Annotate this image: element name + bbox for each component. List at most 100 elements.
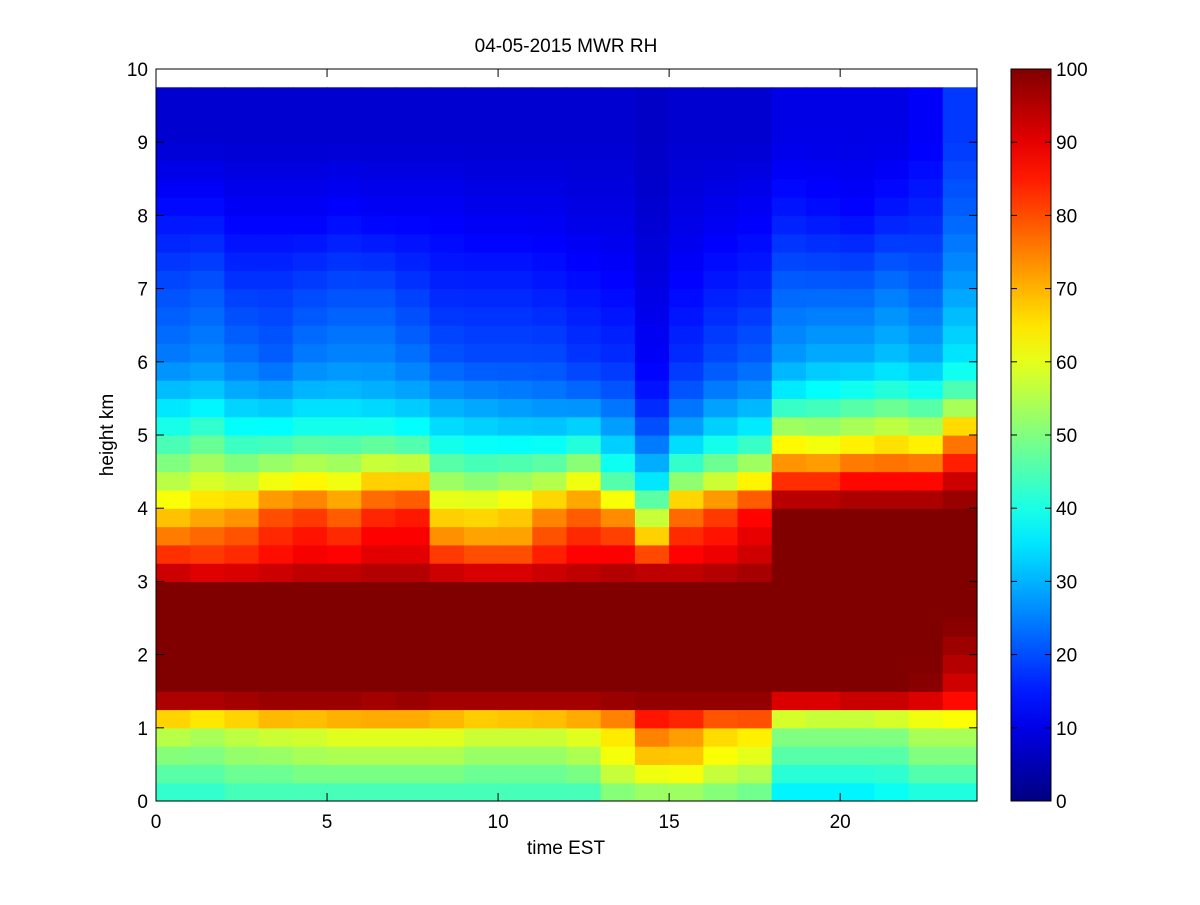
heatmap-cell	[361, 764, 397, 784]
heatmap-cell	[703, 709, 739, 729]
heatmap-cell	[669, 142, 704, 162]
heatmap-cell	[224, 599, 260, 619]
heatmap-cell	[498, 746, 533, 765]
heatmap-cell	[703, 691, 739, 711]
heatmap-cell	[395, 343, 431, 363]
heatmap-cell	[669, 453, 704, 473]
heatmap-cell	[532, 691, 568, 711]
heatmap-cell	[600, 416, 636, 436]
heatmap-cell	[498, 526, 533, 546]
heatmap-cell	[429, 471, 465, 491]
heatmap-cell	[771, 544, 807, 564]
heatmap-cell	[566, 508, 602, 528]
heatmap-cell	[669, 636, 704, 656]
heatmap-cell	[156, 691, 191, 711]
heatmap-cell	[703, 215, 739, 235]
heatmap-cell	[771, 178, 807, 198]
heatmap-cell	[463, 782, 499, 802]
heatmap-cell	[395, 215, 431, 235]
heatmap-cell	[532, 306, 568, 326]
heatmap-cell	[224, 325, 260, 345]
heatmap-cell	[634, 782, 670, 802]
heatmap-cell	[874, 215, 910, 235]
heatmap-cell	[908, 599, 944, 619]
heatmap-cell	[566, 435, 602, 454]
heatmap-cell	[908, 581, 944, 601]
heatmap-cell	[463, 691, 499, 711]
heatmap-cell	[805, 416, 841, 436]
heatmap-cell	[942, 215, 978, 235]
heatmap-cell	[840, 123, 875, 143]
heatmap-cell	[532, 526, 568, 546]
heatmap-cell	[669, 123, 704, 143]
heatmap-cell	[566, 123, 602, 143]
heatmap-cell	[258, 544, 294, 564]
heatmap-cell	[190, 746, 226, 765]
heatmap-cell	[190, 508, 226, 528]
heatmap-cell	[737, 306, 773, 326]
heatmap-cell	[942, 416, 978, 436]
heatmap-cell	[361, 416, 397, 436]
heatmap-cell	[463, 618, 499, 637]
heatmap-cell	[771, 361, 807, 381]
heatmap-cell	[771, 727, 807, 747]
heatmap-cell	[429, 416, 465, 436]
heatmap-cell	[258, 654, 294, 674]
heatmap-cell	[224, 306, 260, 326]
heatmap-cell	[874, 471, 910, 491]
heatmap-cell	[395, 178, 431, 198]
heatmap-cell	[737, 252, 773, 271]
heatmap-cell	[532, 782, 568, 802]
heatmap-cell	[258, 105, 294, 125]
heatmap-cell	[156, 782, 191, 802]
heatmap-cell	[669, 599, 704, 619]
heatmap-cell	[258, 288, 294, 308]
heatmap-cell	[292, 654, 328, 674]
heatmap-cell	[429, 105, 465, 125]
heatmap-cell	[771, 636, 807, 656]
heatmap-cell	[292, 160, 328, 180]
heatmap-cell	[361, 508, 397, 528]
heatmap-cell	[429, 325, 465, 345]
heatmap-cell	[327, 270, 362, 290]
heatmap-cell	[703, 398, 739, 418]
heatmap-cell	[908, 709, 944, 729]
heatmap-cell	[463, 361, 499, 381]
heatmap-cell	[292, 581, 328, 601]
heatmap-cell	[532, 618, 568, 637]
heatmap-cell	[532, 123, 568, 143]
heatmap-cell	[840, 325, 875, 345]
heatmap-cell	[703, 380, 739, 399]
heatmap-cell	[874, 618, 910, 637]
heatmap-cell	[361, 178, 397, 198]
heatmap-cell	[463, 197, 499, 216]
heatmap-cell	[840, 343, 875, 363]
heatmap-cell	[840, 270, 875, 290]
heatmap-cell	[327, 672, 362, 692]
heatmap-cell	[395, 654, 431, 674]
heatmap-cell	[600, 636, 636, 656]
heatmap-cell	[463, 526, 499, 546]
heatmap-cell	[942, 123, 978, 143]
heatmap-cell	[463, 87, 499, 107]
heatmap-cell	[498, 599, 533, 619]
heatmap-cell	[498, 764, 533, 784]
heatmap-cell	[600, 325, 636, 345]
heatmap-cell	[463, 471, 499, 491]
heatmap-cell	[532, 197, 568, 216]
heatmap-cell	[669, 160, 704, 180]
heatmap-cell	[463, 599, 499, 619]
heatmap-cell	[292, 618, 328, 637]
heatmap-cell	[327, 215, 362, 235]
heatmap-cell	[840, 380, 875, 399]
heatmap-cell	[771, 599, 807, 619]
heatmap-cell	[600, 691, 636, 711]
heatmap-cell	[361, 691, 397, 711]
heatmap-cell	[771, 105, 807, 125]
heatmap-cell	[942, 160, 978, 180]
heatmap-cell	[327, 142, 362, 162]
heatmap-cell	[258, 508, 294, 528]
heatmap-cell	[190, 599, 226, 619]
heatmap-cell	[395, 123, 431, 143]
heatmap-cell	[669, 544, 704, 564]
